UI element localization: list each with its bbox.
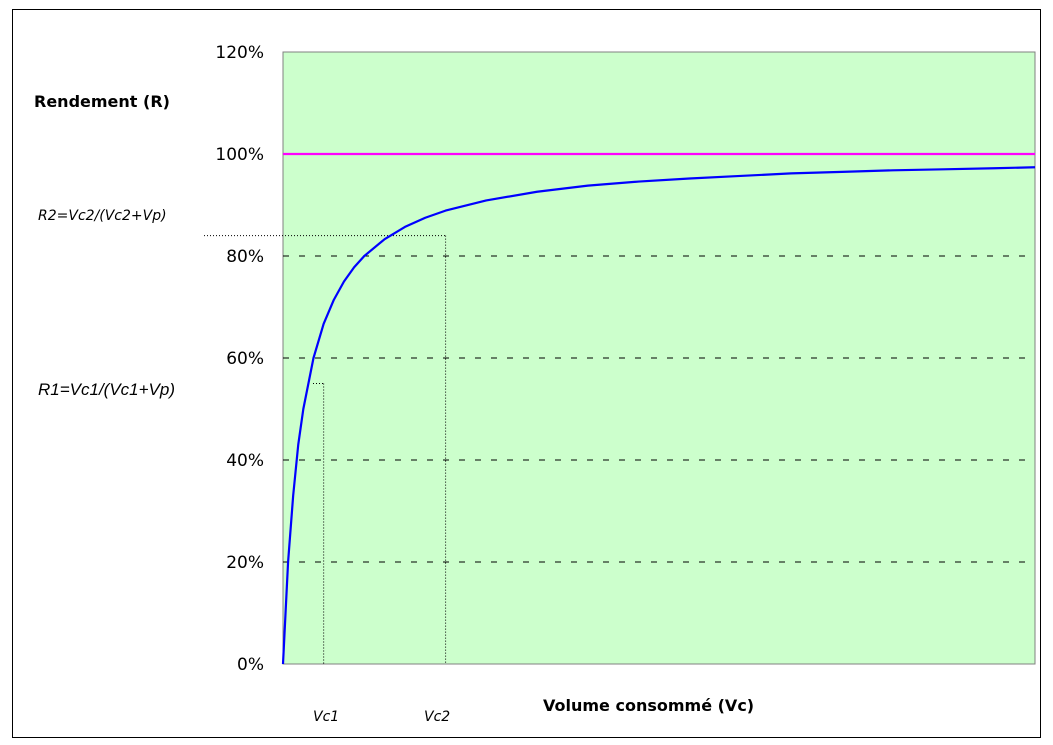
guide-lines xyxy=(204,235,447,664)
y-tick-label: 0% xyxy=(237,655,264,675)
y-tick-label: 100% xyxy=(215,145,264,165)
y-axis-label: Rendement (R) xyxy=(34,92,170,111)
label-vc1: Vc1 xyxy=(313,709,339,725)
y-tick-label: 60% xyxy=(226,349,264,369)
series-line-0 xyxy=(281,166,1036,665)
y-tick-label: 80% xyxy=(226,247,264,267)
y-tick-label: 120% xyxy=(215,43,264,63)
annotation-r2: R2=Vc2/(Vc2+Vp) xyxy=(38,208,167,224)
label-vc2: Vc2 xyxy=(424,709,450,725)
y-tick-label: 20% xyxy=(226,553,264,573)
x-axis-label: Volume consommé (Vc) xyxy=(543,696,754,715)
y-tick-labels: 0% 20% 40% 60% 80% 100% 120% xyxy=(215,43,264,675)
y-tick-label: 40% xyxy=(226,451,264,471)
annotation-r1: R1=Vc1/(Vc1+Vp) xyxy=(38,380,175,399)
series-lines xyxy=(281,152,1036,665)
